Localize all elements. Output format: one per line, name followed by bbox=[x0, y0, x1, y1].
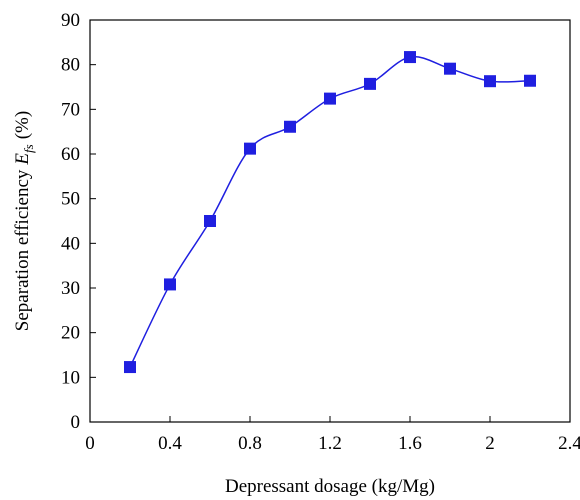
x-tick-label: 1.2 bbox=[318, 433, 342, 454]
y-label-symbol: E bbox=[12, 153, 33, 166]
y-tick-label: 90 bbox=[61, 10, 80, 31]
x-tick-label: 0.4 bbox=[158, 433, 182, 454]
data-point bbox=[404, 51, 416, 64]
x-tick-label: 0.8 bbox=[238, 433, 262, 454]
y-tick-label: 50 bbox=[61, 189, 80, 210]
plot-frame bbox=[89, 19, 571, 423]
x-tick-label: 2.4 bbox=[558, 433, 580, 454]
data-point bbox=[524, 74, 536, 87]
y-tick-label: 0 bbox=[71, 412, 81, 433]
data-point bbox=[284, 120, 296, 133]
data-point bbox=[244, 142, 256, 155]
y-tick-label: 30 bbox=[61, 278, 80, 299]
y-tick-label: 40 bbox=[61, 233, 80, 254]
y-tick-label: 20 bbox=[61, 323, 80, 344]
data-point bbox=[484, 75, 496, 88]
data-point bbox=[364, 77, 376, 90]
y-tick-label: 10 bbox=[61, 367, 80, 388]
series-line bbox=[129, 55, 531, 368]
x-tick-label: 2 bbox=[485, 433, 495, 454]
data-point bbox=[324, 92, 336, 105]
y-axis-label: Separation efficiency Efs (%) bbox=[12, 111, 36, 331]
y-tick-label: 60 bbox=[61, 144, 80, 165]
y-label-subscript: fs bbox=[21, 144, 36, 153]
y-label-unit: (%) bbox=[12, 111, 33, 139]
data-point bbox=[204, 215, 216, 227]
data-point bbox=[444, 62, 456, 75]
x-axis-label: Depressant dosage (kg/Mg) bbox=[225, 476, 435, 497]
y-label-text: Separation efficiency bbox=[12, 169, 33, 331]
data-point bbox=[164, 278, 176, 291]
x-tick-label: 1.6 bbox=[398, 433, 422, 454]
x-tick-label: 0 bbox=[85, 433, 95, 454]
y-tick-label: 80 bbox=[61, 55, 80, 76]
data-point bbox=[124, 361, 136, 374]
y-tick-label: 70 bbox=[61, 99, 80, 120]
